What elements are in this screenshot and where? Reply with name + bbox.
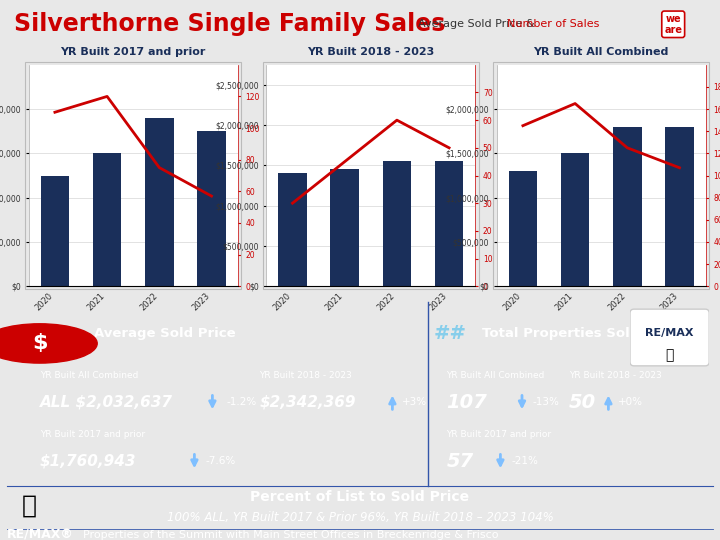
- Text: $2,342,369: $2,342,369: [259, 395, 356, 410]
- Bar: [197, 131, 226, 286]
- Text: $1,760,943: $1,760,943: [40, 454, 136, 469]
- Text: YR Built 2017 and prior: YR Built 2017 and prior: [40, 430, 145, 439]
- Text: -13%: -13%: [533, 397, 559, 407]
- Text: YR Built 2017 and prior: YR Built 2017 and prior: [60, 46, 206, 57]
- Text: Average Sold Price &: Average Sold Price &: [418, 19, 534, 29]
- Text: YR Built All Combined: YR Built All Combined: [40, 371, 138, 380]
- Bar: [145, 118, 174, 286]
- Text: RE/MAX: RE/MAX: [645, 328, 694, 339]
- Bar: [40, 176, 69, 286]
- Text: YR Built 2018 - 2023: YR Built 2018 - 2023: [569, 371, 662, 380]
- Text: we
are: we are: [665, 14, 683, 35]
- Bar: [508, 171, 537, 286]
- Text: YR Built 2018 - 2023: YR Built 2018 - 2023: [259, 371, 352, 380]
- Text: 🎈: 🎈: [665, 348, 674, 362]
- Text: 50: 50: [569, 393, 596, 412]
- Bar: [93, 153, 122, 286]
- Text: Average Sold Price: Average Sold Price: [94, 327, 235, 340]
- Bar: [613, 127, 642, 286]
- Circle shape: [0, 324, 97, 363]
- Text: +0%: +0%: [618, 397, 643, 407]
- Bar: [561, 153, 590, 286]
- Bar: [278, 173, 307, 286]
- Text: YR Built All Combined: YR Built All Combined: [534, 46, 669, 57]
- Bar: [435, 161, 464, 286]
- Text: 107: 107: [446, 393, 487, 412]
- Text: -7.6%: -7.6%: [206, 456, 236, 467]
- Text: 100% ALL, YR Built 2017 & Prior 96%, YR Built 2018 – 2023 104%: 100% ALL, YR Built 2017 & Prior 96%, YR …: [166, 511, 554, 524]
- Bar: [330, 170, 359, 286]
- Text: ALL $2,032,637: ALL $2,032,637: [40, 395, 173, 410]
- Text: ##: ##: [433, 324, 467, 343]
- Bar: [382, 161, 411, 286]
- Text: Total Properties Sold: Total Properties Sold: [482, 327, 639, 340]
- Text: YR Built All Combined: YR Built All Combined: [446, 371, 545, 380]
- Bar: [665, 127, 694, 286]
- Text: Silverthorne Single Family Sales: Silverthorne Single Family Sales: [14, 12, 446, 36]
- Text: YR Built 2017 and prior: YR Built 2017 and prior: [446, 430, 552, 439]
- Text: 🏠: 🏠: [22, 494, 36, 518]
- Text: -1.2%: -1.2%: [227, 397, 257, 407]
- Text: Number of Sales: Number of Sales: [500, 19, 600, 29]
- Text: Properties of the Summit with Main Street Offices in Breckenridge & Frisco: Properties of the Summit with Main Stree…: [83, 530, 498, 539]
- Text: -21%: -21%: [511, 456, 538, 467]
- Text: YR Built 2018 - 2023: YR Built 2018 - 2023: [307, 46, 434, 57]
- Text: +3%: +3%: [402, 397, 427, 407]
- FancyBboxPatch shape: [630, 309, 709, 366]
- Text: Percent of List to Sold Price: Percent of List to Sold Price: [251, 490, 469, 504]
- Text: $: $: [32, 333, 48, 354]
- Text: 57: 57: [446, 452, 474, 471]
- Text: RE/MAX®: RE/MAX®: [7, 528, 74, 540]
